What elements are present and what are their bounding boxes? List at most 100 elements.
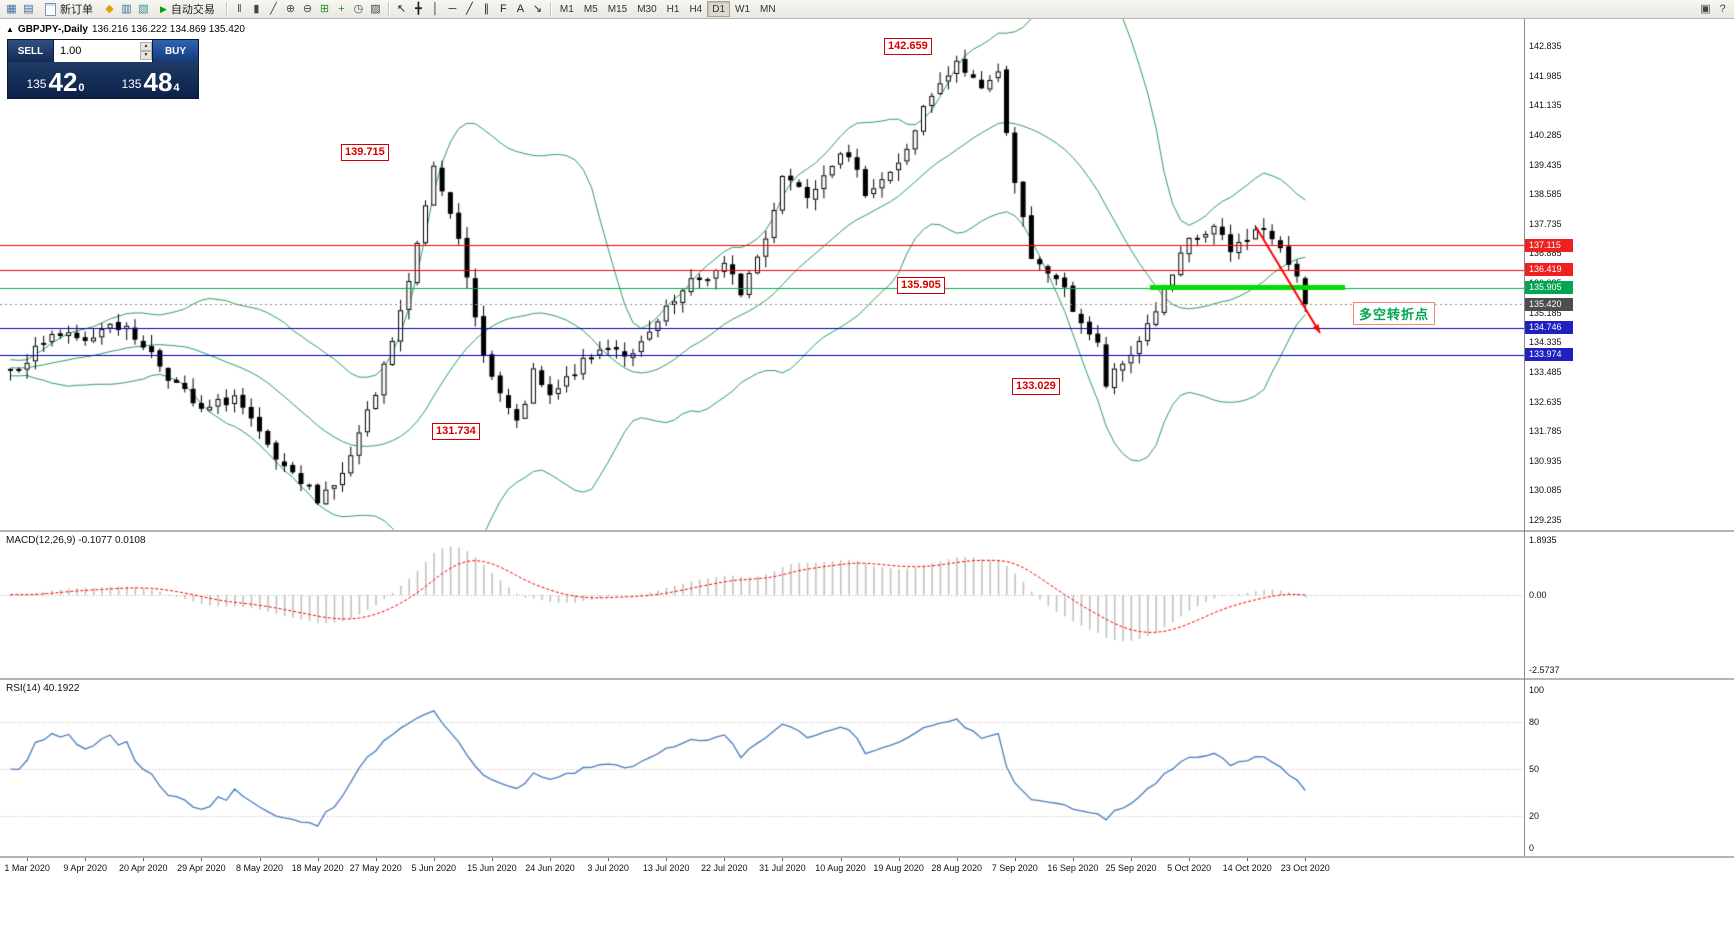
buy-price-sup: 4 bbox=[173, 82, 180, 94]
fibonacci-icon[interactable]: F bbox=[500, 3, 507, 15]
volume-field: ▲▼ bbox=[54, 40, 152, 62]
rsi-label: RSI(14) 40.1922 bbox=[6, 683, 79, 694]
timeframe-button-m5[interactable]: M5 bbox=[579, 1, 603, 17]
one-click-collapse-arrow[interactable]: ▲ bbox=[6, 25, 14, 34]
price-axis-label: 139.435 bbox=[1529, 159, 1562, 170]
price-tag-135.420[interactable]: 135.420 bbox=[1525, 297, 1573, 311]
toolbar-separator bbox=[387, 2, 389, 16]
date-tick bbox=[1247, 858, 1248, 861]
trendline-icon[interactable]: ╱ bbox=[466, 3, 473, 15]
sell-price-sup: 0 bbox=[78, 82, 85, 94]
rsi-name: RSI(14) bbox=[6, 683, 41, 694]
price-label-139.715[interactable]: 139.715 bbox=[341, 144, 389, 161]
date-axis-label: 7 Sep 2020 bbox=[991, 863, 1038, 873]
price-axis-label: 140.285 bbox=[1529, 129, 1562, 140]
date-axis[interactable]: 1 Mar 2020 9 Apr 2020 20 Apr 2020 29 Apr 20… bbox=[0, 858, 1734, 878]
sell-button[interactable]: SELL bbox=[8, 40, 54, 62]
zoom-in-icon[interactable]: ⊕ bbox=[285, 3, 296, 15]
auto-trading-button[interactable]: ▶ 自动交易 bbox=[153, 1, 222, 18]
sell-price[interactable]: 135 42 0 bbox=[8, 62, 103, 98]
timeframe-button-h1[interactable]: H1 bbox=[662, 1, 685, 17]
price-label-135.905[interactable]: 135.905 bbox=[897, 277, 945, 294]
periods-icon[interactable]: ◷ bbox=[353, 3, 364, 15]
price-axis-label: 129.235 bbox=[1529, 515, 1562, 525]
terminal-icon[interactable]: ▥ bbox=[121, 3, 132, 15]
price-tag-136.419[interactable]: 136.419 bbox=[1525, 263, 1573, 277]
zoom-out-icon[interactable]: ⊖ bbox=[302, 3, 313, 15]
price-axis-label: 130.935 bbox=[1529, 455, 1562, 466]
buy-price[interactable]: 135 48 4 bbox=[103, 62, 198, 98]
rsi-axis-label: 20 bbox=[1529, 811, 1540, 822]
toolbar-separator bbox=[549, 2, 551, 16]
timeframe-button-m30[interactable]: M30 bbox=[632, 1, 661, 17]
equidistant-channel-icon[interactable]: ∥ bbox=[483, 3, 490, 15]
line-chart-type-icon[interactable]: ╱ bbox=[270, 3, 277, 15]
text-icon[interactable]: A bbox=[516, 3, 525, 15]
rsi-panel-canvas[interactable] bbox=[0, 680, 1524, 858]
price-label-142.659[interactable]: 142.659 bbox=[884, 38, 932, 55]
tile-windows-icon[interactable]: ⊞ bbox=[319, 3, 330, 15]
price-axis-border bbox=[1524, 19, 1525, 856]
price-tag-135.905[interactable]: 135.905 bbox=[1525, 281, 1573, 295]
date-tick bbox=[1073, 858, 1074, 861]
date-axis-label: 22 Jul 2020 bbox=[701, 863, 748, 873]
date-axis-label: 9 Apr 2020 bbox=[63, 863, 107, 873]
price-tag-134.746[interactable]: 134.746 bbox=[1525, 321, 1573, 335]
symbol-name: GBPJPY-,Daily bbox=[17, 24, 88, 35]
timeframe-button-m1[interactable]: M1 bbox=[555, 1, 579, 17]
timeframe-button-w1[interactable]: W1 bbox=[730, 1, 755, 17]
price-tag-133.974[interactable]: 133.974 bbox=[1525, 348, 1573, 362]
main-chart-canvas[interactable] bbox=[0, 19, 1524, 531]
date-tick bbox=[260, 858, 261, 861]
date-tick bbox=[550, 858, 551, 861]
help-icon[interactable]: ? bbox=[1719, 3, 1726, 15]
date-tick bbox=[724, 858, 725, 861]
candle-chart-type-icon[interactable]: ▮ bbox=[253, 3, 260, 15]
window-layout-icon[interactable]: ▣ bbox=[1700, 3, 1711, 15]
vertical-line-icon[interactable]: │ bbox=[431, 3, 439, 15]
panel-divider[interactable] bbox=[0, 678, 1734, 680]
rsi-axis-label: 80 bbox=[1529, 716, 1540, 727]
macd-axis-label: -2.5737 bbox=[1529, 665, 1560, 675]
auto-trading-label: 自动交易 bbox=[170, 4, 215, 16]
buy-button[interactable]: BUY bbox=[152, 40, 198, 62]
symbol-ohlc: 136.216 136.222 134.869 135.420 bbox=[91, 24, 245, 35]
macd-axis-label: 0.00 bbox=[1529, 590, 1547, 601]
price-tag-137.115[interactable]: 137.115 bbox=[1525, 238, 1573, 252]
date-axis-label: 20 Apr 2020 bbox=[119, 863, 168, 873]
timeframe-button-d1[interactable]: D1 bbox=[707, 1, 731, 17]
new-order-button[interactable]: 新订单 bbox=[38, 1, 100, 18]
volume-input[interactable] bbox=[54, 41, 140, 61]
price-axis-label: 135.185 bbox=[1529, 307, 1562, 318]
panel-divider[interactable] bbox=[0, 530, 1734, 532]
bar-chart-type-icon[interactable]: ‖ bbox=[237, 3, 242, 15]
profiles-icon[interactable]: ▤ bbox=[23, 3, 34, 15]
arrows-icon[interactable]: ↘ bbox=[532, 3, 543, 15]
timeframe-button-m15[interactable]: M15 bbox=[603, 1, 632, 17]
turning-point-annotation[interactable]: 多空转折点 bbox=[1353, 302, 1436, 325]
date-tick bbox=[666, 858, 667, 861]
indicators-icon[interactable]: + bbox=[338, 3, 345, 15]
horizontal-line-icon[interactable]: ─ bbox=[448, 3, 457, 15]
macd-panel-canvas[interactable] bbox=[0, 532, 1524, 678]
price-label-131.734[interactable]: 131.734 bbox=[432, 423, 480, 440]
volume-up-icon[interactable]: ▲ bbox=[140, 42, 152, 51]
crosshair-icon[interactable]: ╋ bbox=[415, 3, 422, 15]
date-tick bbox=[318, 858, 319, 861]
templates-icon[interactable]: ▨ bbox=[370, 3, 381, 15]
price-axis-label: 137.735 bbox=[1529, 218, 1562, 229]
timeframe-button-mn[interactable]: MN bbox=[755, 1, 781, 17]
cursor-icon[interactable]: ↖ bbox=[396, 3, 407, 15]
date-tick bbox=[143, 858, 144, 861]
date-axis-label: 19 Aug 2020 bbox=[873, 863, 924, 873]
timeframe-button-h4[interactable]: H4 bbox=[684, 1, 707, 17]
price-label-133.029[interactable]: 133.029 bbox=[1012, 378, 1060, 395]
date-axis-label: 15 Jun 2020 bbox=[467, 863, 517, 873]
price-axis-label: 141.985 bbox=[1529, 70, 1562, 81]
play-icon: ▶ bbox=[160, 3, 167, 14]
volume-down-icon[interactable]: ▼ bbox=[140, 51, 152, 60]
metaeditor-icon[interactable]: ◆ bbox=[105, 3, 114, 15]
strategy-tester-icon[interactable]: ▧ bbox=[138, 3, 149, 15]
date-axis-label: 23 Oct 2020 bbox=[1280, 863, 1330, 873]
new-chart-icon[interactable]: ▦ bbox=[6, 3, 17, 15]
